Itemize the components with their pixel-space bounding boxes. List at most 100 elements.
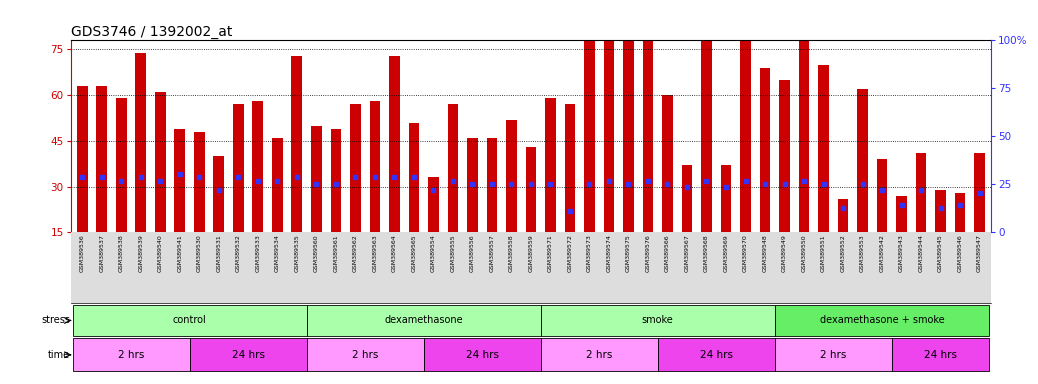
Bar bbox=[252, 101, 264, 232]
Text: GSM389532: GSM389532 bbox=[236, 235, 241, 272]
Text: GSM389562: GSM389562 bbox=[353, 235, 358, 272]
Bar bbox=[330, 129, 342, 232]
Text: GSM389554: GSM389554 bbox=[431, 235, 436, 272]
Bar bbox=[877, 159, 887, 232]
Text: control: control bbox=[172, 315, 207, 326]
Bar bbox=[233, 104, 244, 232]
Bar bbox=[838, 199, 848, 232]
Bar bbox=[350, 104, 361, 232]
Text: time: time bbox=[48, 350, 71, 360]
Text: GSM389565: GSM389565 bbox=[411, 235, 416, 272]
Text: GSM389536: GSM389536 bbox=[80, 235, 85, 272]
Text: GSM389531: GSM389531 bbox=[216, 235, 221, 272]
Bar bbox=[662, 95, 673, 232]
Bar bbox=[447, 104, 458, 232]
Bar bbox=[194, 132, 204, 232]
Text: GSM389568: GSM389568 bbox=[704, 235, 709, 272]
Bar bbox=[389, 56, 400, 232]
Text: GSM389567: GSM389567 bbox=[684, 235, 689, 272]
Text: GSM389556: GSM389556 bbox=[470, 235, 475, 272]
Text: 24 hrs: 24 hrs bbox=[466, 350, 498, 360]
Text: GSM389573: GSM389573 bbox=[586, 235, 592, 272]
Bar bbox=[545, 98, 555, 232]
Text: GSM389543: GSM389543 bbox=[899, 235, 904, 272]
Bar bbox=[892, 338, 989, 371]
Text: GSM389544: GSM389544 bbox=[919, 235, 924, 272]
Bar bbox=[155, 92, 166, 232]
Text: GSM389538: GSM389538 bbox=[118, 235, 124, 272]
Bar bbox=[658, 338, 774, 371]
Bar bbox=[272, 138, 282, 232]
Text: GSM389548: GSM389548 bbox=[763, 235, 767, 272]
Bar bbox=[857, 89, 868, 232]
Bar bbox=[428, 177, 439, 232]
Bar bbox=[73, 305, 306, 336]
Text: 2 hrs: 2 hrs bbox=[352, 350, 378, 360]
Bar bbox=[584, 34, 595, 232]
Text: smoke: smoke bbox=[641, 315, 674, 326]
Text: GSM389558: GSM389558 bbox=[509, 235, 514, 272]
Text: GSM389552: GSM389552 bbox=[841, 235, 846, 272]
Text: GSM389546: GSM389546 bbox=[958, 235, 962, 272]
Bar bbox=[604, 34, 614, 232]
Bar bbox=[623, 13, 634, 232]
Text: 2 hrs: 2 hrs bbox=[118, 350, 144, 360]
Bar bbox=[97, 86, 107, 232]
Text: 24 hrs: 24 hrs bbox=[231, 350, 265, 360]
Bar bbox=[541, 305, 774, 336]
Bar bbox=[424, 338, 541, 371]
Bar bbox=[73, 338, 190, 371]
Text: GSM389550: GSM389550 bbox=[801, 235, 807, 272]
Text: 24 hrs: 24 hrs bbox=[700, 350, 733, 360]
Text: 2 hrs: 2 hrs bbox=[586, 350, 612, 360]
Text: GSM389563: GSM389563 bbox=[373, 235, 378, 272]
Text: GSM389570: GSM389570 bbox=[743, 235, 748, 272]
Text: GSM389551: GSM389551 bbox=[821, 235, 826, 272]
Bar bbox=[935, 190, 946, 232]
Bar bbox=[507, 119, 517, 232]
Bar bbox=[780, 80, 790, 232]
Bar bbox=[798, 0, 810, 232]
Text: GSM389553: GSM389553 bbox=[861, 235, 865, 272]
Text: GSM389541: GSM389541 bbox=[177, 235, 183, 272]
Bar bbox=[774, 305, 989, 336]
Text: GSM389571: GSM389571 bbox=[548, 235, 553, 272]
Bar bbox=[774, 338, 892, 371]
Bar bbox=[77, 86, 87, 232]
Text: dexamethasone: dexamethasone bbox=[384, 315, 463, 326]
Text: GDS3746 / 1392002_at: GDS3746 / 1392002_at bbox=[71, 25, 231, 39]
Bar bbox=[116, 98, 127, 232]
Bar bbox=[174, 129, 185, 232]
Bar bbox=[311, 126, 322, 232]
Text: 2 hrs: 2 hrs bbox=[820, 350, 846, 360]
Bar bbox=[190, 338, 306, 371]
Bar bbox=[306, 338, 424, 371]
Bar bbox=[409, 122, 419, 232]
Bar bbox=[896, 196, 907, 232]
Text: GSM389545: GSM389545 bbox=[938, 235, 944, 272]
Bar bbox=[214, 156, 224, 232]
Text: GSM389560: GSM389560 bbox=[313, 235, 319, 272]
Text: GSM389561: GSM389561 bbox=[333, 235, 338, 272]
Text: GSM389542: GSM389542 bbox=[879, 235, 884, 272]
Text: GSM389559: GSM389559 bbox=[528, 235, 534, 272]
Text: GSM389539: GSM389539 bbox=[138, 235, 143, 272]
Bar bbox=[760, 68, 770, 232]
Text: 24 hrs: 24 hrs bbox=[924, 350, 957, 360]
Text: GSM389540: GSM389540 bbox=[158, 235, 163, 272]
Text: GSM389557: GSM389557 bbox=[490, 235, 494, 272]
Bar bbox=[541, 338, 658, 371]
Text: stress: stress bbox=[42, 315, 71, 326]
Bar bbox=[975, 153, 985, 232]
Bar bbox=[818, 65, 829, 232]
Text: GSM389535: GSM389535 bbox=[295, 235, 299, 272]
Bar bbox=[525, 147, 537, 232]
Text: GSM389530: GSM389530 bbox=[197, 235, 201, 272]
Bar bbox=[135, 53, 146, 232]
Bar bbox=[487, 138, 497, 232]
Bar bbox=[701, 1, 712, 232]
Bar bbox=[916, 153, 927, 232]
Bar bbox=[467, 138, 477, 232]
Bar bbox=[643, 31, 653, 232]
Text: GSM389564: GSM389564 bbox=[392, 235, 397, 272]
